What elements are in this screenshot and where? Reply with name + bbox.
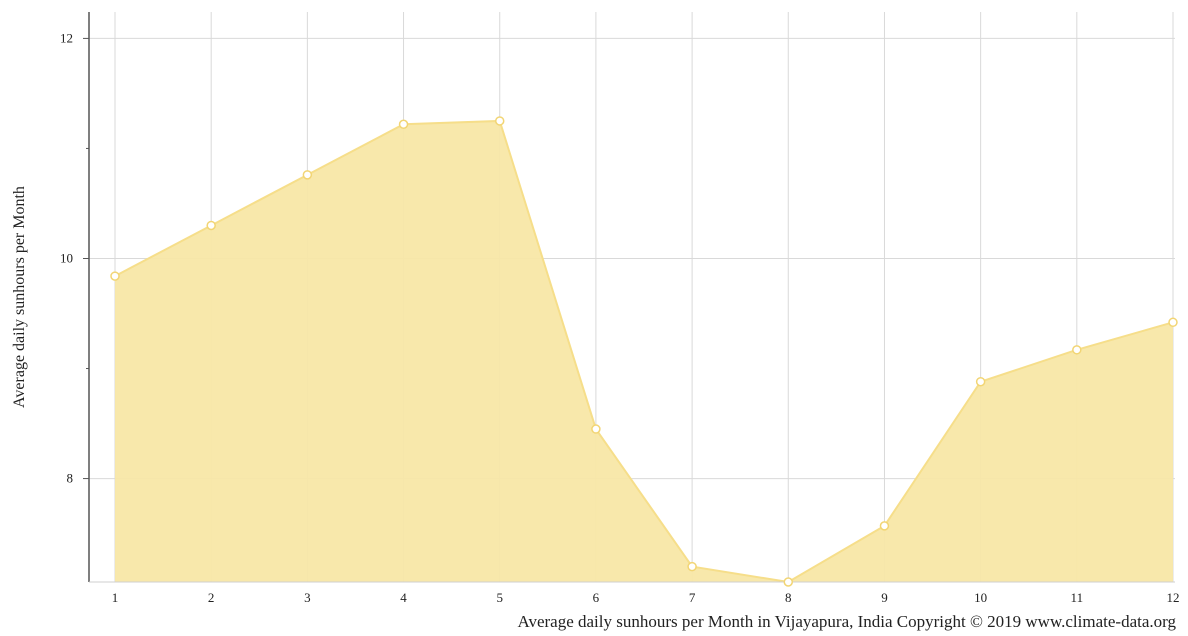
- x-tick-label-10: 10: [974, 590, 987, 605]
- x-tick-label-6: 6: [593, 590, 600, 605]
- series-line-0: [114, 119, 1174, 584]
- data-point-4: [398, 119, 409, 129]
- data-point-7: [687, 561, 697, 572]
- y-tick-label-10: 10: [60, 250, 73, 265]
- axis-layer: [83, 12, 1175, 583]
- data-point-10: [975, 376, 986, 387]
- x-tick-label-9: 9: [881, 590, 888, 605]
- x-tick-label-11: 11: [1071, 590, 1084, 605]
- y-tick-label-8: 8: [67, 471, 74, 486]
- x-tick-label-8: 8: [785, 590, 792, 605]
- data-point-2: [206, 220, 216, 231]
- data-point-8: [783, 577, 794, 587]
- data-point-3: [302, 170, 313, 180]
- x-tick-label-7: 7: [689, 590, 696, 605]
- data-point-1: [110, 271, 120, 281]
- data-point-12: [1168, 317, 1178, 328]
- marker-layer: [110, 116, 1178, 587]
- x-axis-caption: Average daily sunhours per Month in Vija…: [517, 612, 1176, 631]
- x-tick-label-12: 12: [1167, 590, 1180, 605]
- data-point-6: [591, 424, 601, 434]
- x-tick-label-2: 2: [208, 590, 215, 605]
- data-point-9: [879, 521, 890, 531]
- y-tick-label-12: 12: [60, 30, 73, 45]
- x-tick-label-3: 3: [304, 590, 311, 605]
- y-axis-title: Average daily sunhours per Month: [11, 186, 28, 408]
- data-point-11: [1072, 345, 1082, 355]
- x-tick-label-1: 1: [112, 590, 119, 605]
- x-tick-label-4: 4: [400, 590, 407, 605]
- x-tick-label-5: 5: [496, 590, 503, 605]
- series-area-0: [115, 120, 1173, 582]
- data-point-5: [494, 116, 505, 126]
- area-layer: [114, 119, 1174, 584]
